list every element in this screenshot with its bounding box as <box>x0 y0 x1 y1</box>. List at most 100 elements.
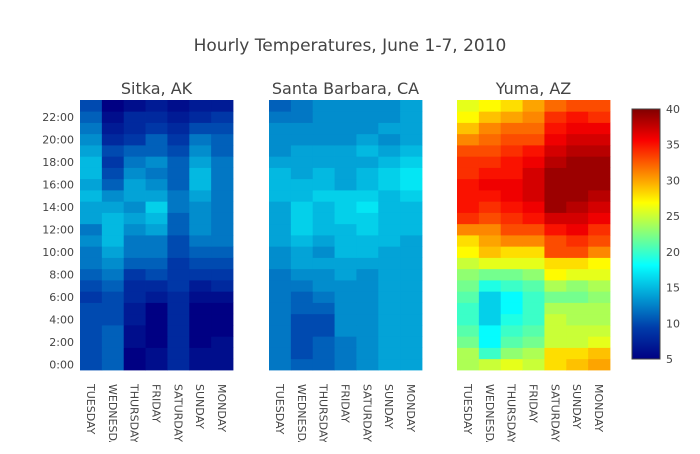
heatmap-cell[interactable] <box>312 325 335 337</box>
heatmap-cell[interactable] <box>145 201 168 213</box>
heatmap-cell[interactable] <box>269 190 292 202</box>
heatmap-cell[interactable] <box>500 100 523 112</box>
heatmap-cell[interactable] <box>80 257 103 270</box>
heatmap-cell[interactable] <box>123 133 146 146</box>
heatmap-cell[interactable] <box>544 111 567 123</box>
heatmap-cell[interactable] <box>566 280 589 292</box>
heatmap-cell[interactable] <box>457 336 480 348</box>
heatmap-cell[interactable] <box>269 336 292 348</box>
heatmap-cell[interactable] <box>544 133 567 146</box>
heatmap-cell[interactable] <box>588 212 611 225</box>
heatmap-cell[interactable] <box>356 313 379 326</box>
heatmap-cell[interactable] <box>334 212 357 225</box>
heatmap-cell[interactable] <box>400 167 423 180</box>
heatmap-cell[interactable] <box>356 133 379 146</box>
heatmap-cell[interactable] <box>566 133 589 146</box>
heatmap-cell[interactable] <box>457 347 480 360</box>
heatmap-cell[interactable] <box>544 122 567 135</box>
heatmap-cell[interactable] <box>478 291 502 303</box>
heatmap-cell[interactable] <box>189 302 212 315</box>
heatmap-cell[interactable] <box>312 246 335 258</box>
heatmap-cell[interactable] <box>189 280 212 292</box>
heatmap-cell[interactable] <box>378 291 401 303</box>
heatmap-cell[interactable] <box>356 347 379 360</box>
heatmap-cell[interactable] <box>145 313 168 326</box>
heatmap-cell[interactable] <box>80 291 103 303</box>
heatmap-cell[interactable] <box>566 178 589 191</box>
heatmap-cell[interactable] <box>167 347 190 360</box>
heatmap-cell[interactable] <box>400 190 423 202</box>
heatmap-cell[interactable] <box>522 212 545 225</box>
heatmap-cell[interactable] <box>312 122 335 135</box>
heatmap-cell[interactable] <box>123 156 146 168</box>
heatmap-cell[interactable] <box>80 347 103 360</box>
heatmap-cell[interactable] <box>290 100 314 112</box>
heatmap-cell[interactable] <box>400 122 423 135</box>
heatmap-cell[interactable] <box>269 358 292 371</box>
heatmap-cell[interactable] <box>189 111 212 123</box>
heatmap-cell[interactable] <box>312 347 335 360</box>
heatmap-cell[interactable] <box>457 280 480 292</box>
heatmap-cell[interactable] <box>211 167 234 180</box>
heatmap-cell[interactable] <box>290 268 314 281</box>
heatmap-cell[interactable] <box>334 156 357 168</box>
heatmap-cell[interactable] <box>312 302 335 315</box>
heatmap-cell[interactable] <box>457 133 480 146</box>
heatmap-cell[interactable] <box>522 145 545 157</box>
heatmap-cell[interactable] <box>211 100 234 112</box>
heatmap-cell[interactable] <box>500 178 523 191</box>
heatmap-cell[interactable] <box>189 291 212 303</box>
heatmap-cell[interactable] <box>290 358 314 371</box>
heatmap-cell[interactable] <box>478 223 502 236</box>
heatmap-cell[interactable] <box>312 167 335 180</box>
heatmap-cell[interactable] <box>522 347 545 360</box>
heatmap-cell[interactable] <box>145 325 168 337</box>
heatmap-cell[interactable] <box>588 302 611 315</box>
heatmap-cell[interactable] <box>457 235 480 247</box>
heatmap-cell[interactable] <box>290 212 314 225</box>
heatmap-cell[interactable] <box>356 280 379 292</box>
heatmap-cell[interactable] <box>500 223 523 236</box>
heatmap-cell[interactable] <box>167 291 190 303</box>
heatmap-cell[interactable] <box>80 100 103 112</box>
heatmap-cell[interactable] <box>566 358 589 371</box>
heatmap-cell[interactable] <box>478 178 502 191</box>
heatmap-cell[interactable] <box>378 336 401 348</box>
heatmap-cell[interactable] <box>478 235 502 247</box>
heatmap-cell[interactable] <box>211 336 234 348</box>
heatmap-cell[interactable] <box>123 212 146 225</box>
heatmap-cell[interactable] <box>566 111 589 123</box>
heatmap-cell[interactable] <box>378 223 401 236</box>
heatmap-cell[interactable] <box>290 111 314 123</box>
heatmap-cell[interactable] <box>334 145 357 157</box>
heatmap-cell[interactable] <box>167 178 190 191</box>
heatmap-cell[interactable] <box>269 212 292 225</box>
heatmap-cell[interactable] <box>269 313 292 326</box>
heatmap-cell[interactable] <box>145 302 168 315</box>
heatmap-cell[interactable] <box>80 336 103 348</box>
heatmap-cell[interactable] <box>312 190 335 202</box>
heatmap-cell[interactable] <box>211 246 234 258</box>
heatmap-cell[interactable] <box>101 122 125 135</box>
heatmap-cell[interactable] <box>400 223 423 236</box>
heatmap-cell[interactable] <box>189 336 212 348</box>
heatmap-cell[interactable] <box>356 156 379 168</box>
heatmap-cell[interactable] <box>167 268 190 281</box>
heatmap-cell[interactable] <box>378 212 401 225</box>
heatmap-cell[interactable] <box>290 156 314 168</box>
heatmap-cell[interactable] <box>588 201 611 213</box>
heatmap-cell[interactable] <box>334 190 357 202</box>
heatmap-cell[interactable] <box>167 336 190 348</box>
heatmap-cell[interactable] <box>378 257 401 270</box>
heatmap-cell[interactable] <box>400 156 423 168</box>
heatmap-cell[interactable] <box>588 347 611 360</box>
heatmap-cell[interactable] <box>378 235 401 247</box>
heatmap-cell[interactable] <box>312 156 335 168</box>
heatmap-cell[interactable] <box>588 291 611 303</box>
heatmap-cell[interactable] <box>478 133 502 146</box>
heatmap-cell[interactable] <box>566 313 589 326</box>
heatmap-cell[interactable] <box>378 133 401 146</box>
heatmap-cell[interactable] <box>356 291 379 303</box>
heatmap-cell[interactable] <box>80 313 103 326</box>
heatmap-cell[interactable] <box>145 358 168 371</box>
